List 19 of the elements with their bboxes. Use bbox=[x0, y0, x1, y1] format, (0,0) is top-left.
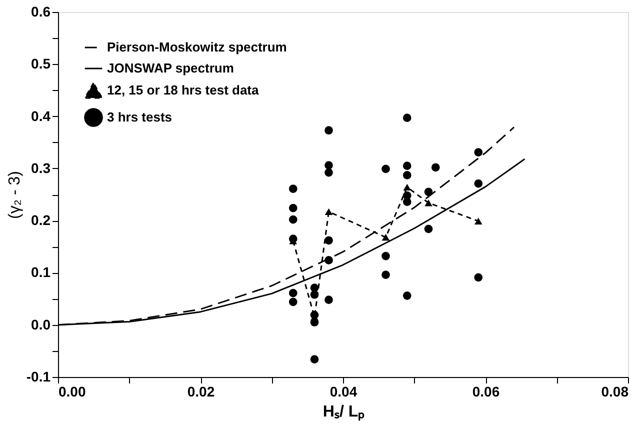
y-tick-label: -0.1 bbox=[26, 368, 51, 384]
x-tick-label: 0.08 bbox=[601, 384, 629, 400]
x-axis-title: Hₛ/ Lₚ bbox=[322, 404, 366, 422]
y-tick-label: 0.4 bbox=[31, 108, 51, 124]
y-tick-label: 0.5 bbox=[31, 56, 51, 72]
y-tick-label: 0.0 bbox=[31, 316, 51, 332]
y-axis-title: (γ₂ - 3) bbox=[6, 171, 24, 219]
y-tick-label: 0.1 bbox=[31, 264, 51, 280]
x-tick-label: 0.06 bbox=[472, 384, 500, 400]
y-tick-label: 0.2 bbox=[31, 212, 51, 228]
x-tick-label: 0.04 bbox=[330, 384, 358, 400]
y-tick-label: 0.6 bbox=[31, 4, 51, 20]
legend-label: 3 hrs tests bbox=[107, 110, 172, 124]
legend-label: JONSWAP spectrum bbox=[107, 60, 234, 76]
y-tick-label: 0.3 bbox=[31, 160, 51, 176]
x-tick-label: 0.02 bbox=[187, 384, 215, 400]
x-tick-label: 0.00 bbox=[58, 384, 86, 400]
legend-label: 12, 15 or 18 hrs test data bbox=[107, 82, 260, 98]
legend-label: Pierson-Moskowitz spectrum bbox=[107, 40, 287, 54]
